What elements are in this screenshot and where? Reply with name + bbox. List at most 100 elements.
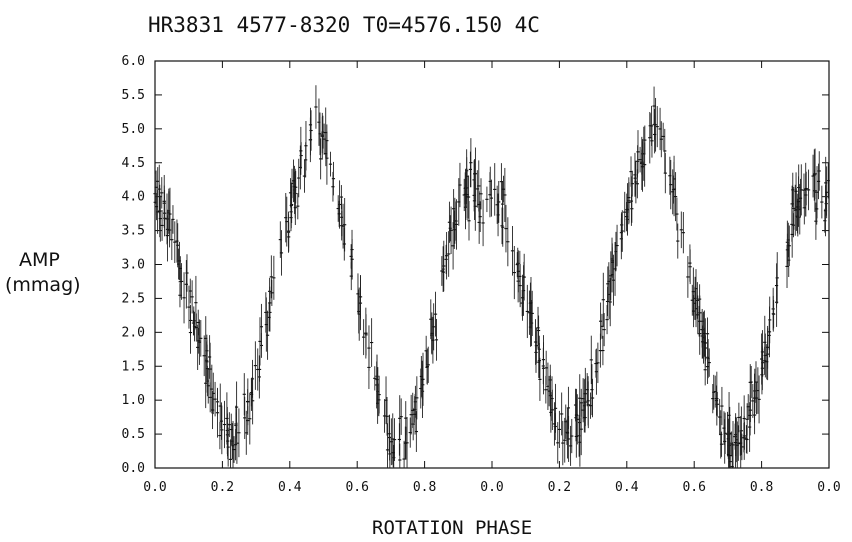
data-point	[268, 286, 272, 320]
data-point	[713, 375, 717, 408]
data-point	[663, 152, 667, 194]
data-point	[409, 394, 413, 435]
x-tick-label: 0.2	[211, 480, 234, 495]
data-point	[705, 349, 710, 384]
y-tick-label: 3.0	[122, 258, 145, 273]
data-point	[362, 319, 366, 356]
data-point	[222, 400, 227, 449]
x-axis-title: ROTATION PHASE	[372, 517, 532, 539]
data-point	[284, 192, 288, 243]
data-point	[661, 122, 665, 151]
data-point	[463, 168, 468, 221]
data-point	[160, 177, 164, 209]
data-point	[279, 230, 284, 276]
data-point	[185, 254, 189, 292]
data-point	[264, 292, 268, 333]
y-tick-label: 1.0	[122, 393, 145, 408]
data-point	[420, 360, 424, 399]
data-point	[730, 442, 734, 468]
y-tick-label: 4.5	[122, 156, 145, 171]
data-point	[272, 255, 276, 300]
y-tick-label: 5.5	[122, 88, 145, 103]
data-point	[375, 354, 379, 405]
data-point	[184, 260, 188, 309]
data-point	[787, 225, 791, 266]
data-point	[671, 169, 675, 215]
data-point	[824, 156, 828, 209]
data-point	[328, 151, 333, 177]
data-point	[820, 185, 824, 219]
data-point	[472, 181, 477, 220]
data-point	[691, 295, 696, 328]
data-point	[737, 402, 741, 433]
plot-frame	[154, 60, 830, 469]
data-point	[173, 221, 177, 264]
data-point	[454, 199, 459, 250]
data-point	[826, 162, 830, 199]
data-point	[481, 199, 485, 247]
data-point	[536, 306, 540, 349]
data-point	[429, 299, 433, 340]
data-point	[527, 290, 532, 335]
data-point	[434, 318, 439, 361]
data-point	[615, 224, 619, 267]
data-point	[331, 171, 335, 202]
data-point	[506, 217, 510, 267]
data-point	[440, 256, 444, 286]
data-point	[208, 335, 212, 379]
data-point	[774, 263, 779, 308]
data-point	[431, 316, 435, 364]
data-point	[765, 344, 769, 380]
data-point	[757, 375, 761, 424]
data-point	[581, 397, 585, 423]
data-point	[468, 151, 472, 188]
y-tick-label: 2.5	[122, 291, 145, 306]
data-point	[270, 279, 274, 306]
data-point	[791, 172, 795, 207]
data-point	[599, 302, 603, 340]
data-point	[397, 423, 401, 456]
y-tick-label: 2.0	[122, 325, 145, 340]
data-point	[504, 204, 508, 253]
data-point	[652, 86, 656, 126]
data-point	[445, 232, 449, 280]
data-point	[225, 392, 229, 445]
data-point	[601, 272, 605, 327]
data-point	[248, 392, 252, 445]
data-point	[537, 346, 541, 378]
data-point	[210, 364, 214, 414]
data-point	[154, 193, 159, 221]
data-point	[798, 178, 803, 218]
data-point	[565, 407, 570, 459]
data-point	[156, 167, 160, 196]
data-point	[425, 348, 429, 385]
data-point	[205, 344, 209, 393]
data-point	[767, 306, 772, 358]
data-point	[165, 209, 170, 262]
y-ticks: 0.0 0.5 1.0 1.5 2.0 2.5 3.0 3.5 4.0 4.5 5.0 5.5 6.0	[122, 54, 829, 476]
data-point	[625, 193, 629, 226]
data-point	[792, 186, 796, 230]
data-point	[415, 376, 419, 420]
data-point	[754, 361, 758, 403]
data-point	[171, 205, 175, 234]
data-point	[160, 210, 164, 241]
data-point	[451, 222, 455, 270]
data-point	[485, 186, 489, 213]
data-point	[441, 252, 446, 292]
data-point	[158, 195, 162, 242]
data-point	[350, 238, 354, 280]
data-point	[720, 386, 724, 426]
data-point	[340, 198, 344, 237]
data-point	[520, 274, 525, 321]
data-point	[358, 275, 363, 319]
data-point	[219, 402, 224, 440]
chart-title: HR3831 4577-8320 T0=4576.150 4C	[148, 13, 540, 37]
data-point	[318, 112, 322, 156]
data-point	[512, 245, 516, 300]
data-point	[560, 392, 564, 436]
data-point	[648, 111, 652, 164]
data-point	[763, 346, 767, 375]
data-point	[469, 138, 473, 188]
